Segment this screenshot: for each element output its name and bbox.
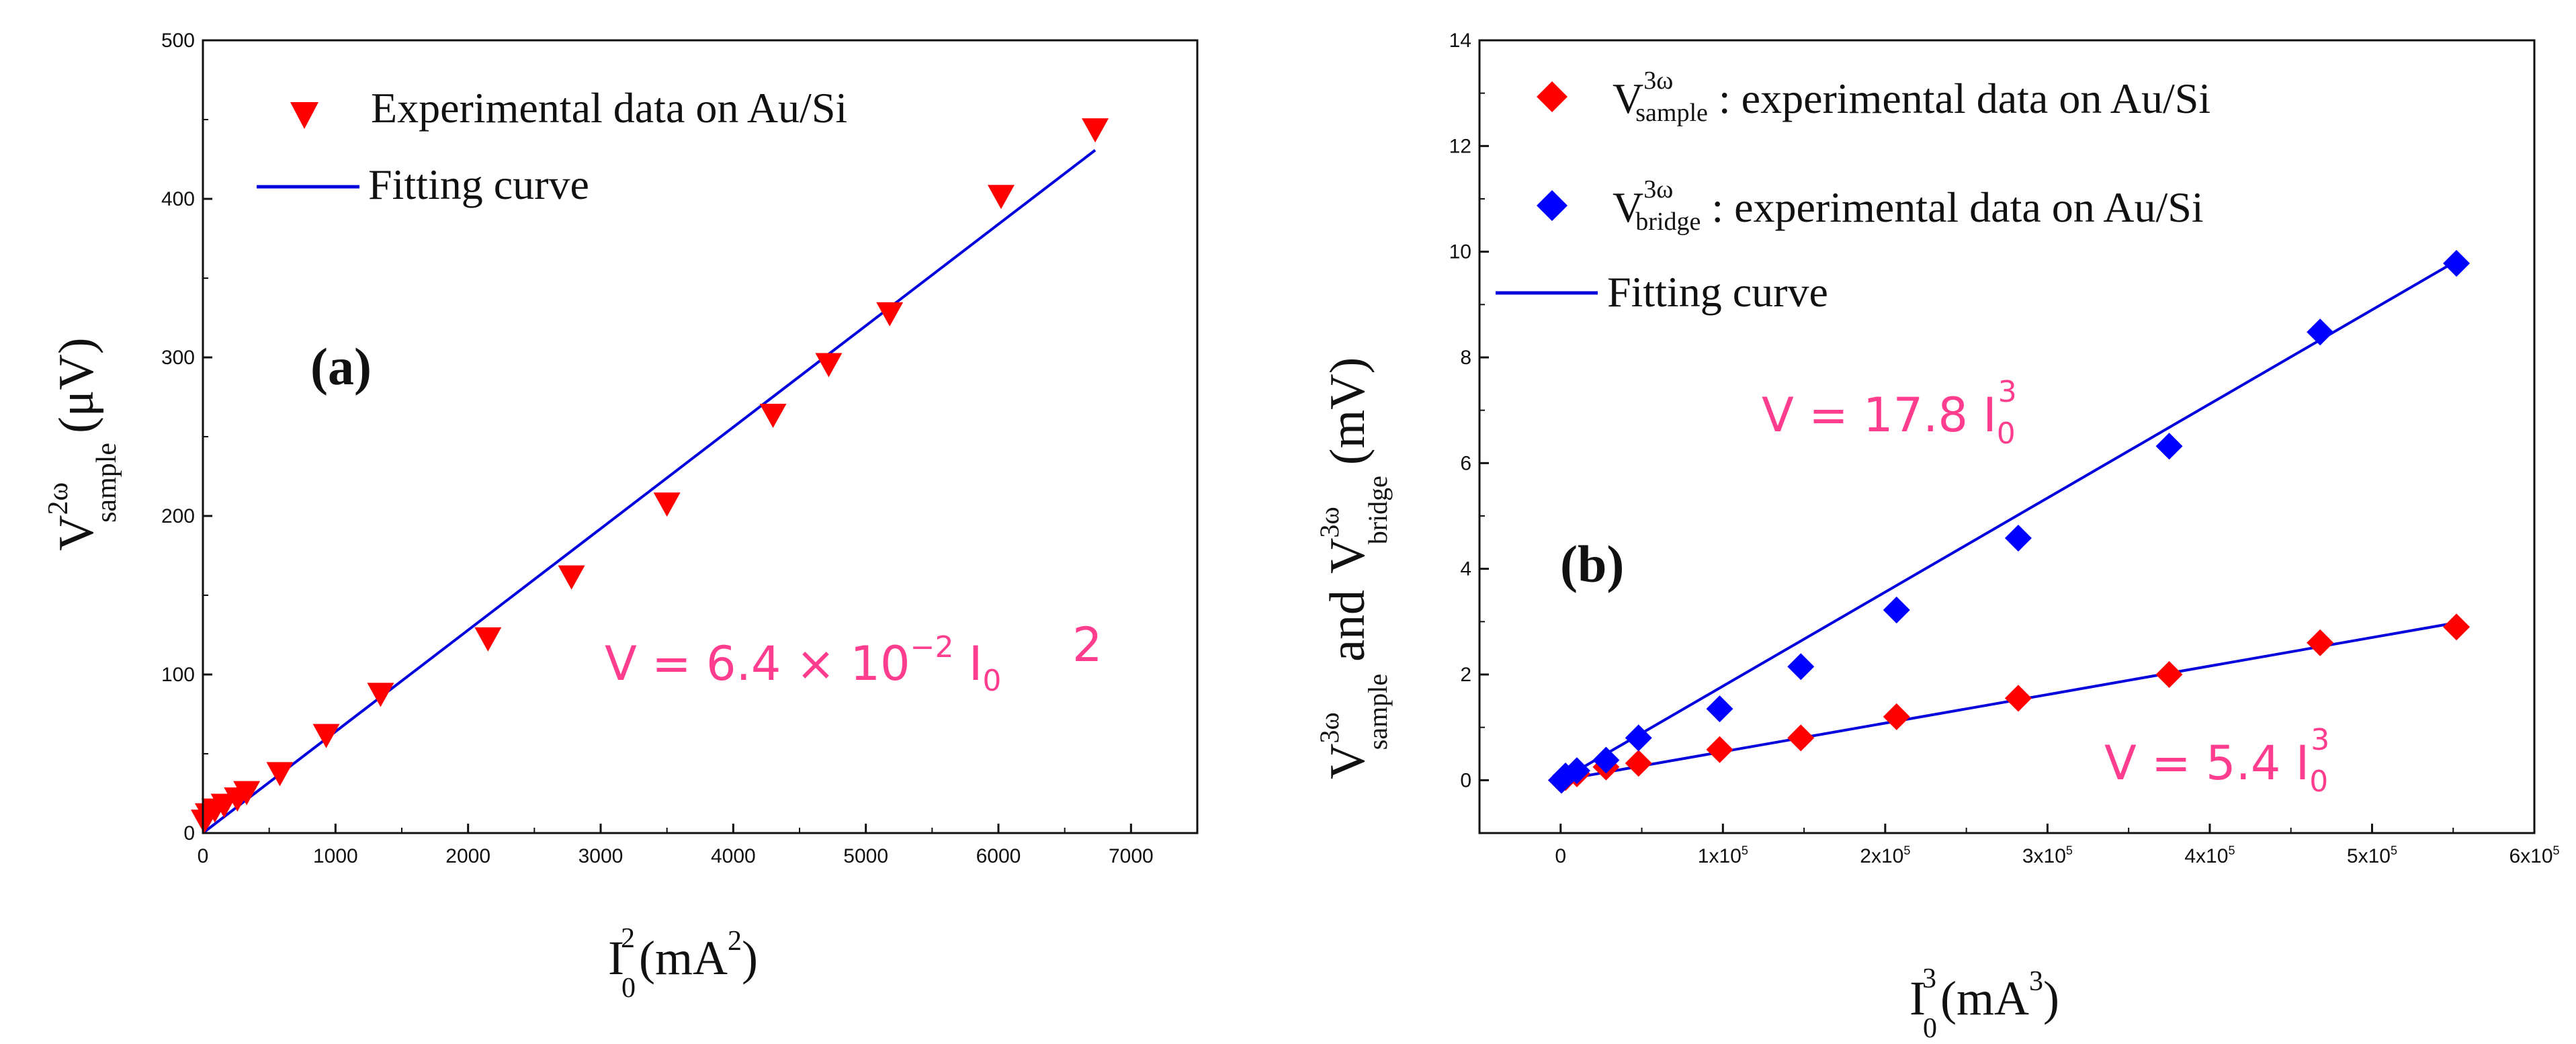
x-tick-label: 7000	[1109, 845, 1154, 867]
eq-a-tail-sub: 0	[982, 664, 1001, 698]
panel-b-y-label: V3ω sampleandV3ω bridge(mV)	[1314, 357, 1393, 779]
legend-triangle-marker	[290, 102, 318, 129]
y-tick-label: 2	[1460, 664, 1471, 686]
data-point	[2443, 249, 2471, 277]
data-point	[474, 627, 502, 652]
data-point	[1082, 118, 1109, 143]
panel-b-x-label: I 03(mA3)	[1909, 963, 2059, 1044]
data-point	[1883, 703, 1910, 730]
data-point	[266, 762, 294, 787]
y-tick-label: 8	[1460, 347, 1471, 369]
panel-b-data-points	[1547, 249, 2471, 794]
legend-sample-marker	[1537, 81, 1568, 112]
data-point	[653, 492, 681, 517]
x-tick-label: 0	[198, 845, 209, 867]
data-point	[815, 353, 843, 378]
legend-experimental-label: Experimental data on Au/Si	[371, 84, 847, 132]
data-point	[1592, 746, 1620, 774]
eq-a-tail-sup: 2	[1072, 617, 1103, 672]
x-tick-label: 3x105	[2022, 844, 2073, 867]
data-point	[558, 565, 585, 590]
y-tick-label: 300	[161, 347, 195, 369]
data-point	[2004, 525, 2032, 552]
x-tick-label: 1x105	[1698, 844, 1748, 867]
y-tick-label: 400	[161, 188, 195, 210]
y-tick-label: 0	[1460, 769, 1471, 791]
legend-bridge-label: V3ω bridge : experimental data on Au/Si	[1613, 175, 2204, 236]
panel-a-y-label: V2ω sample(μV)	[43, 338, 122, 551]
x-tick-label: 1000	[313, 845, 358, 867]
panel-b-legend: V3ω sample : experimental data on Au/Si V…	[1496, 67, 2210, 316]
fit-line	[202, 148, 1097, 834]
panel-a-data-points	[190, 118, 1109, 834]
data-point	[1883, 597, 1910, 624]
data-point	[2307, 318, 2334, 346]
x-tick-label: 2000	[445, 845, 490, 867]
y-tick-label: 100	[161, 664, 195, 686]
data-point	[987, 185, 1015, 210]
data-point	[312, 724, 340, 748]
panel-a-legend: Experimental data on Au/Si Fitting curve	[257, 84, 847, 208]
panel-b-equation-bridge: V = 17.8 I03	[1762, 375, 2017, 451]
y-tick-label: 6	[1460, 452, 1471, 474]
panel-b-label: (b)	[1560, 535, 1624, 593]
data-point	[2004, 685, 2032, 712]
eq-a-exp: −2	[910, 630, 954, 664]
data-point	[1625, 750, 1652, 777]
data-point	[2155, 433, 2183, 460]
panel-a-equation: V = 6.4 × 10−2 I0	[605, 630, 1001, 698]
x-tick-label: 0	[1555, 845, 1566, 867]
data-point	[367, 683, 394, 707]
fit-line	[1559, 259, 2458, 782]
panel-b-ticks: 0 1x105 2x105 3x105 4x105 5x105 6x105 0 2 4 6 8 10 12…	[1449, 30, 2560, 867]
x-tick-label: 3000	[578, 845, 624, 867]
panel-a-ticks: 0 1000 2000 3000 4000 5000 6000 700001002003004…	[161, 30, 1154, 867]
panel-a-label: (a)	[310, 337, 372, 396]
y-tick-label: 10	[1449, 241, 1471, 263]
data-point	[1706, 695, 1733, 723]
data-point	[759, 403, 787, 428]
data-point	[1787, 653, 1815, 681]
panel-b-equation-sample: V = 5.4 I03	[2104, 723, 2329, 799]
panel-b: 0 1x105 2x105 3x105 4x105 5x105 6x105 0 2 4 6 8 10 12…	[1314, 30, 2560, 1044]
panel-a: 0 1000 2000 3000 4000 5000 6000 700001002003004…	[43, 30, 1199, 1004]
y-tick-label: 14	[1449, 30, 1471, 52]
panel-a-x-label: I 02(mA2)	[608, 923, 758, 1004]
y-tick-label: 4	[1460, 558, 1471, 580]
data-point	[2443, 613, 2471, 641]
x-tick-label: 4x105	[2184, 844, 2235, 867]
y-tick-label: 200	[161, 505, 195, 527]
y-tick-label: 12	[1449, 135, 1471, 157]
x-tick-label: 6x105	[2509, 844, 2559, 867]
x-tick-label: 4000	[711, 845, 756, 867]
x-tick-label: 2x105	[1860, 844, 1910, 867]
panel-b-plot-frame	[1478, 39, 2536, 834]
data-point	[1706, 736, 1733, 763]
x-tick-label: 5x105	[2347, 844, 2397, 867]
panel-a-plot-frame	[202, 39, 1199, 834]
y-tick-label: 500	[161, 30, 195, 52]
y-tick-label: 0	[183, 822, 195, 844]
data-point	[2307, 629, 2334, 656]
x-tick-label: 6000	[976, 845, 1021, 867]
eq-a-lead: V = 6.4 × 10	[605, 636, 910, 691]
panel-a-fit-line	[202, 148, 1097, 834]
legend-fit-label-b: Fitting curve	[1607, 268, 1828, 316]
data-point	[1563, 757, 1590, 785]
eq-a-tail: I	[953, 636, 982, 691]
legend-fit-label: Fitting curve	[368, 161, 589, 208]
data-point	[1625, 724, 1652, 752]
data-point	[2155, 661, 2183, 688]
data-point	[876, 302, 904, 327]
x-tick-label: 5000	[843, 845, 888, 867]
data-point	[233, 781, 261, 806]
legend-sample-label: V3ω sample : experimental data on Au/Si	[1613, 67, 2210, 127]
legend-bridge-marker	[1537, 190, 1568, 221]
data-point	[1787, 724, 1815, 752]
